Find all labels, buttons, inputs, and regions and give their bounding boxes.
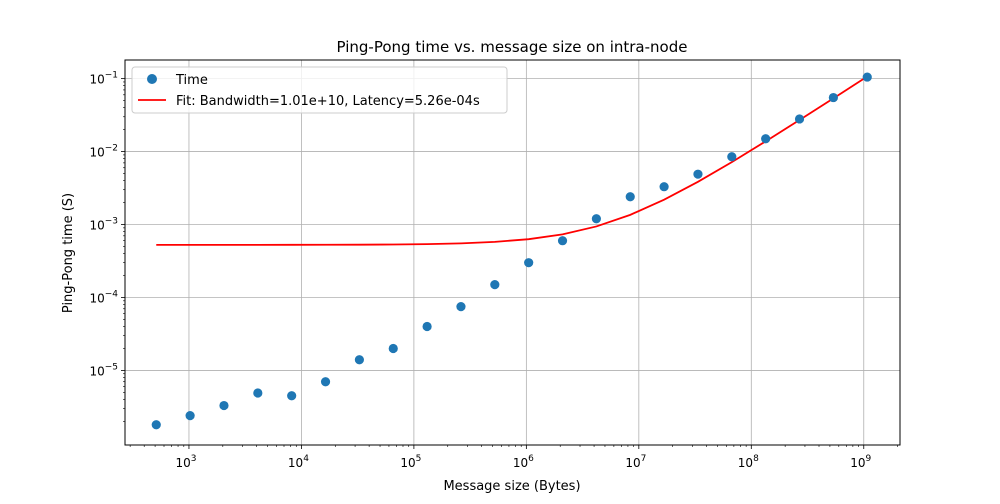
- data-point: [727, 152, 737, 162]
- x-tick-label: 106: [513, 454, 534, 470]
- x-tick-label: 108: [738, 454, 759, 470]
- data-point: [591, 214, 601, 224]
- fit-line: [156, 75, 868, 246]
- x-tick-label: 109: [850, 454, 871, 470]
- legend-label-fit: Fit: Bandwidth=1.01e+10, Latency=5.26e-0…: [176, 94, 480, 109]
- x-tick-label: 105: [400, 454, 421, 470]
- legend-box: [131, 66, 508, 114]
- axis-ticks: 103 104 105 106 107 108 109 10−5 10−4 10−3 10−2 10−…: [89, 71, 898, 470]
- y-tick-label: 10−1: [89, 71, 118, 87]
- data-point: [761, 134, 771, 144]
- data-point: [524, 258, 534, 268]
- legend-marker-time: [147, 74, 157, 84]
- data-point: [253, 388, 263, 398]
- chart-title: Ping-Pong time vs. message size on intra…: [337, 38, 688, 56]
- legend-label-time: Time: [175, 73, 208, 88]
- y-tick-label: 10−4: [89, 289, 118, 305]
- y-axis-label: Ping-Pong time (S): [61, 193, 76, 313]
- x-axis-label: Message size (Bytes): [443, 479, 580, 494]
- data-point: [354, 355, 364, 365]
- x-tick-label: 107: [625, 454, 646, 470]
- y-tick-label: 10−2: [89, 144, 118, 160]
- x-tick-label: 103: [175, 454, 196, 470]
- plot-area: [151, 72, 872, 430]
- x-tick-label: 104: [288, 454, 309, 470]
- data-point: [659, 182, 669, 192]
- data-point: [828, 92, 838, 103]
- data-point: [388, 343, 398, 354]
- data-point: [422, 321, 432, 332]
- legend: Time Fit: Bandwidth=1.01e+10, Latency=5.…: [131, 66, 508, 114]
- data-point: [794, 114, 805, 124]
- data-point: [456, 301, 466, 312]
- data-point: [693, 169, 703, 179]
- y-tick-label: 10−3: [89, 217, 118, 233]
- data-point: [219, 400, 229, 411]
- data-point: [151, 420, 161, 430]
- data-point: [557, 236, 568, 246]
- data-point: [287, 391, 297, 401]
- data-point: [862, 72, 872, 82]
- data-point: [320, 377, 331, 387]
- data-point: [625, 192, 635, 202]
- grid-lines: [125, 60, 900, 445]
- y-tick-label: 10−5: [89, 362, 118, 378]
- data-point: [185, 411, 195, 421]
- plot-frame: [124, 59, 901, 446]
- data-point: [490, 280, 500, 290]
